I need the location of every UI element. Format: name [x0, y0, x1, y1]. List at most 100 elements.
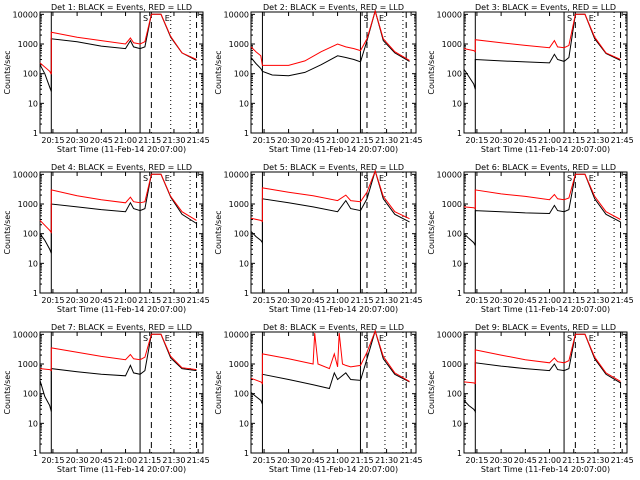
panel-title: Det 6: BLACK = Events, RED = LLD	[475, 163, 616, 172]
x-tick-label: 21:15	[351, 456, 374, 465]
x-tick-label: 20:45	[90, 296, 113, 305]
detector-panel-5: Det 5: BLACK = Events, RED = LLD 1 10 100 10…	[214, 163, 423, 314]
x-axis-label: Start Time (11-Feb-14 20:07:00)	[57, 145, 186, 154]
y-tick-label: 1	[457, 129, 462, 138]
panel-title: Det 5: BLACK = Events, RED = LLD	[263, 163, 404, 172]
y-tick-label: 1	[457, 289, 462, 298]
y-tick-label: 10000	[224, 10, 249, 19]
y-tick-label: 10	[239, 99, 249, 108]
y-tick-label: 1000	[18, 40, 38, 49]
plot-frame	[250, 331, 417, 454]
y-tick-label: 10000	[437, 170, 462, 179]
x-tick-label: 20:45	[302, 456, 325, 465]
plot-frame	[39, 331, 204, 454]
panel-title: Det 1: BLACK = Events, RED = LLD	[51, 3, 192, 12]
x-tick-label: 21:45	[611, 296, 634, 305]
y-tick-label: 10000	[437, 330, 462, 339]
lld-series-line	[463, 333, 621, 385]
events-series-line	[39, 13, 197, 92]
x-tick-label: 20:30	[66, 296, 89, 305]
end-marker-label: E	[379, 174, 384, 183]
y-axis-label: Counts/sec	[3, 50, 12, 94]
y-tick-label: 100	[447, 70, 462, 79]
x-tick-label: 20:15	[253, 456, 276, 465]
x-tick-label: 20:30	[66, 136, 89, 145]
start-marker-label: S	[363, 14, 368, 23]
x-tick-label: 21:00	[538, 136, 561, 145]
x-tick-label: 20:15	[41, 456, 64, 465]
events-series-line	[250, 169, 410, 245]
lld-series-line	[463, 13, 621, 60]
x-tick-label: 20:45	[514, 296, 537, 305]
x-axis-label: Start Time (11-Feb-14 20:07:00)	[481, 145, 610, 154]
x-tick-label: 21:15	[562, 136, 585, 145]
panel-title: Det 7: BLACK = Events, RED = LLD	[51, 323, 192, 332]
detector-panel-7: Det 7: BLACK = Events, RED = LLD 1 10 100 10…	[3, 323, 210, 474]
x-tick-label: 21:45	[400, 136, 423, 145]
end-marker-label: E	[589, 334, 594, 343]
panel-title: Det 8: BLACK = Events, RED = LLD	[263, 323, 404, 332]
events-series-line	[463, 333, 621, 414]
x-tick-label: 21:45	[187, 296, 210, 305]
x-tick-label: 20:15	[41, 136, 64, 145]
x-tick-label: 21:30	[375, 456, 398, 465]
x-tick-label: 20:15	[253, 296, 276, 305]
plot-frame	[39, 171, 204, 294]
detector-panel-8: Det 8: BLACK = Events, RED = LLD 1 10 100 10…	[214, 323, 423, 474]
x-tick-label: 21:00	[326, 456, 349, 465]
x-tick-label: 20:30	[277, 456, 300, 465]
y-tick-label: 1000	[442, 40, 462, 49]
panel-title: Det 3: BLACK = Events, RED = LLD	[475, 3, 616, 12]
x-tick-label: 20:15	[465, 296, 488, 305]
y-tick-label: 1	[244, 449, 249, 458]
x-tick-label: 20:30	[490, 296, 513, 305]
plot-frame	[250, 11, 417, 134]
x-tick-label: 21:45	[611, 136, 634, 145]
detector-panel-1: Det 1: BLACK = Events, RED = LLD 1 10 100 10…	[3, 3, 210, 154]
y-axis-label: Counts/sec	[3, 210, 12, 254]
y-tick-label: 100	[23, 230, 38, 239]
y-tick-label: 100	[234, 70, 249, 79]
lld-series-line	[39, 333, 197, 372]
end-marker-label: E	[379, 14, 384, 23]
x-tick-label: 20:15	[253, 136, 276, 145]
start-marker-label: S	[567, 14, 572, 23]
end-marker-label: E	[165, 174, 170, 183]
y-tick-label: 10000	[437, 10, 462, 19]
x-axis-label: Start Time (11-Feb-14 20:07:00)	[481, 465, 610, 474]
y-tick-label: 10	[239, 259, 249, 268]
x-tick-label: 20:15	[465, 456, 488, 465]
end-marker-label: E	[165, 14, 170, 23]
x-tick-label: 20:45	[302, 136, 325, 145]
x-tick-label: 21:45	[187, 136, 210, 145]
end-marker-label: E	[589, 174, 594, 183]
y-tick-label: 10	[28, 419, 38, 428]
y-tick-label: 10000	[13, 10, 38, 19]
y-tick-label: 1	[33, 449, 38, 458]
x-tick-label: 21:15	[351, 296, 374, 305]
y-tick-label: 10	[28, 99, 38, 108]
start-marker-label: S	[143, 14, 148, 23]
start-marker-label: S	[567, 174, 572, 183]
y-tick-label: 10000	[13, 170, 38, 179]
x-tick-label: 21:00	[326, 296, 349, 305]
y-axis-label: Counts/sec	[427, 50, 436, 94]
y-axis-label: Counts/sec	[3, 370, 12, 414]
x-tick-label: 21:30	[375, 296, 398, 305]
x-tick-label: 21:00	[538, 456, 561, 465]
start-marker-label: S	[143, 334, 148, 343]
x-axis-label: Start Time (11-Feb-14 20:07:00)	[481, 305, 610, 314]
lld-series-line	[250, 169, 410, 223]
x-tick-label: 21:00	[326, 136, 349, 145]
events-series-line	[463, 173, 621, 246]
y-tick-label: 1000	[18, 200, 38, 209]
x-tick-label: 20:45	[302, 296, 325, 305]
y-tick-label: 1000	[229, 360, 249, 369]
plot-frame	[463, 11, 628, 134]
x-tick-label: 20:45	[90, 136, 113, 145]
detector-panel-2: Det 2: BLACK = Events, RED = LLD 1 10 100 10…	[214, 3, 423, 154]
y-axis-label: Counts/sec	[427, 210, 436, 254]
events-series-line	[39, 173, 197, 254]
x-tick-label: 21:00	[114, 136, 137, 145]
events-series-line	[463, 13, 621, 90]
